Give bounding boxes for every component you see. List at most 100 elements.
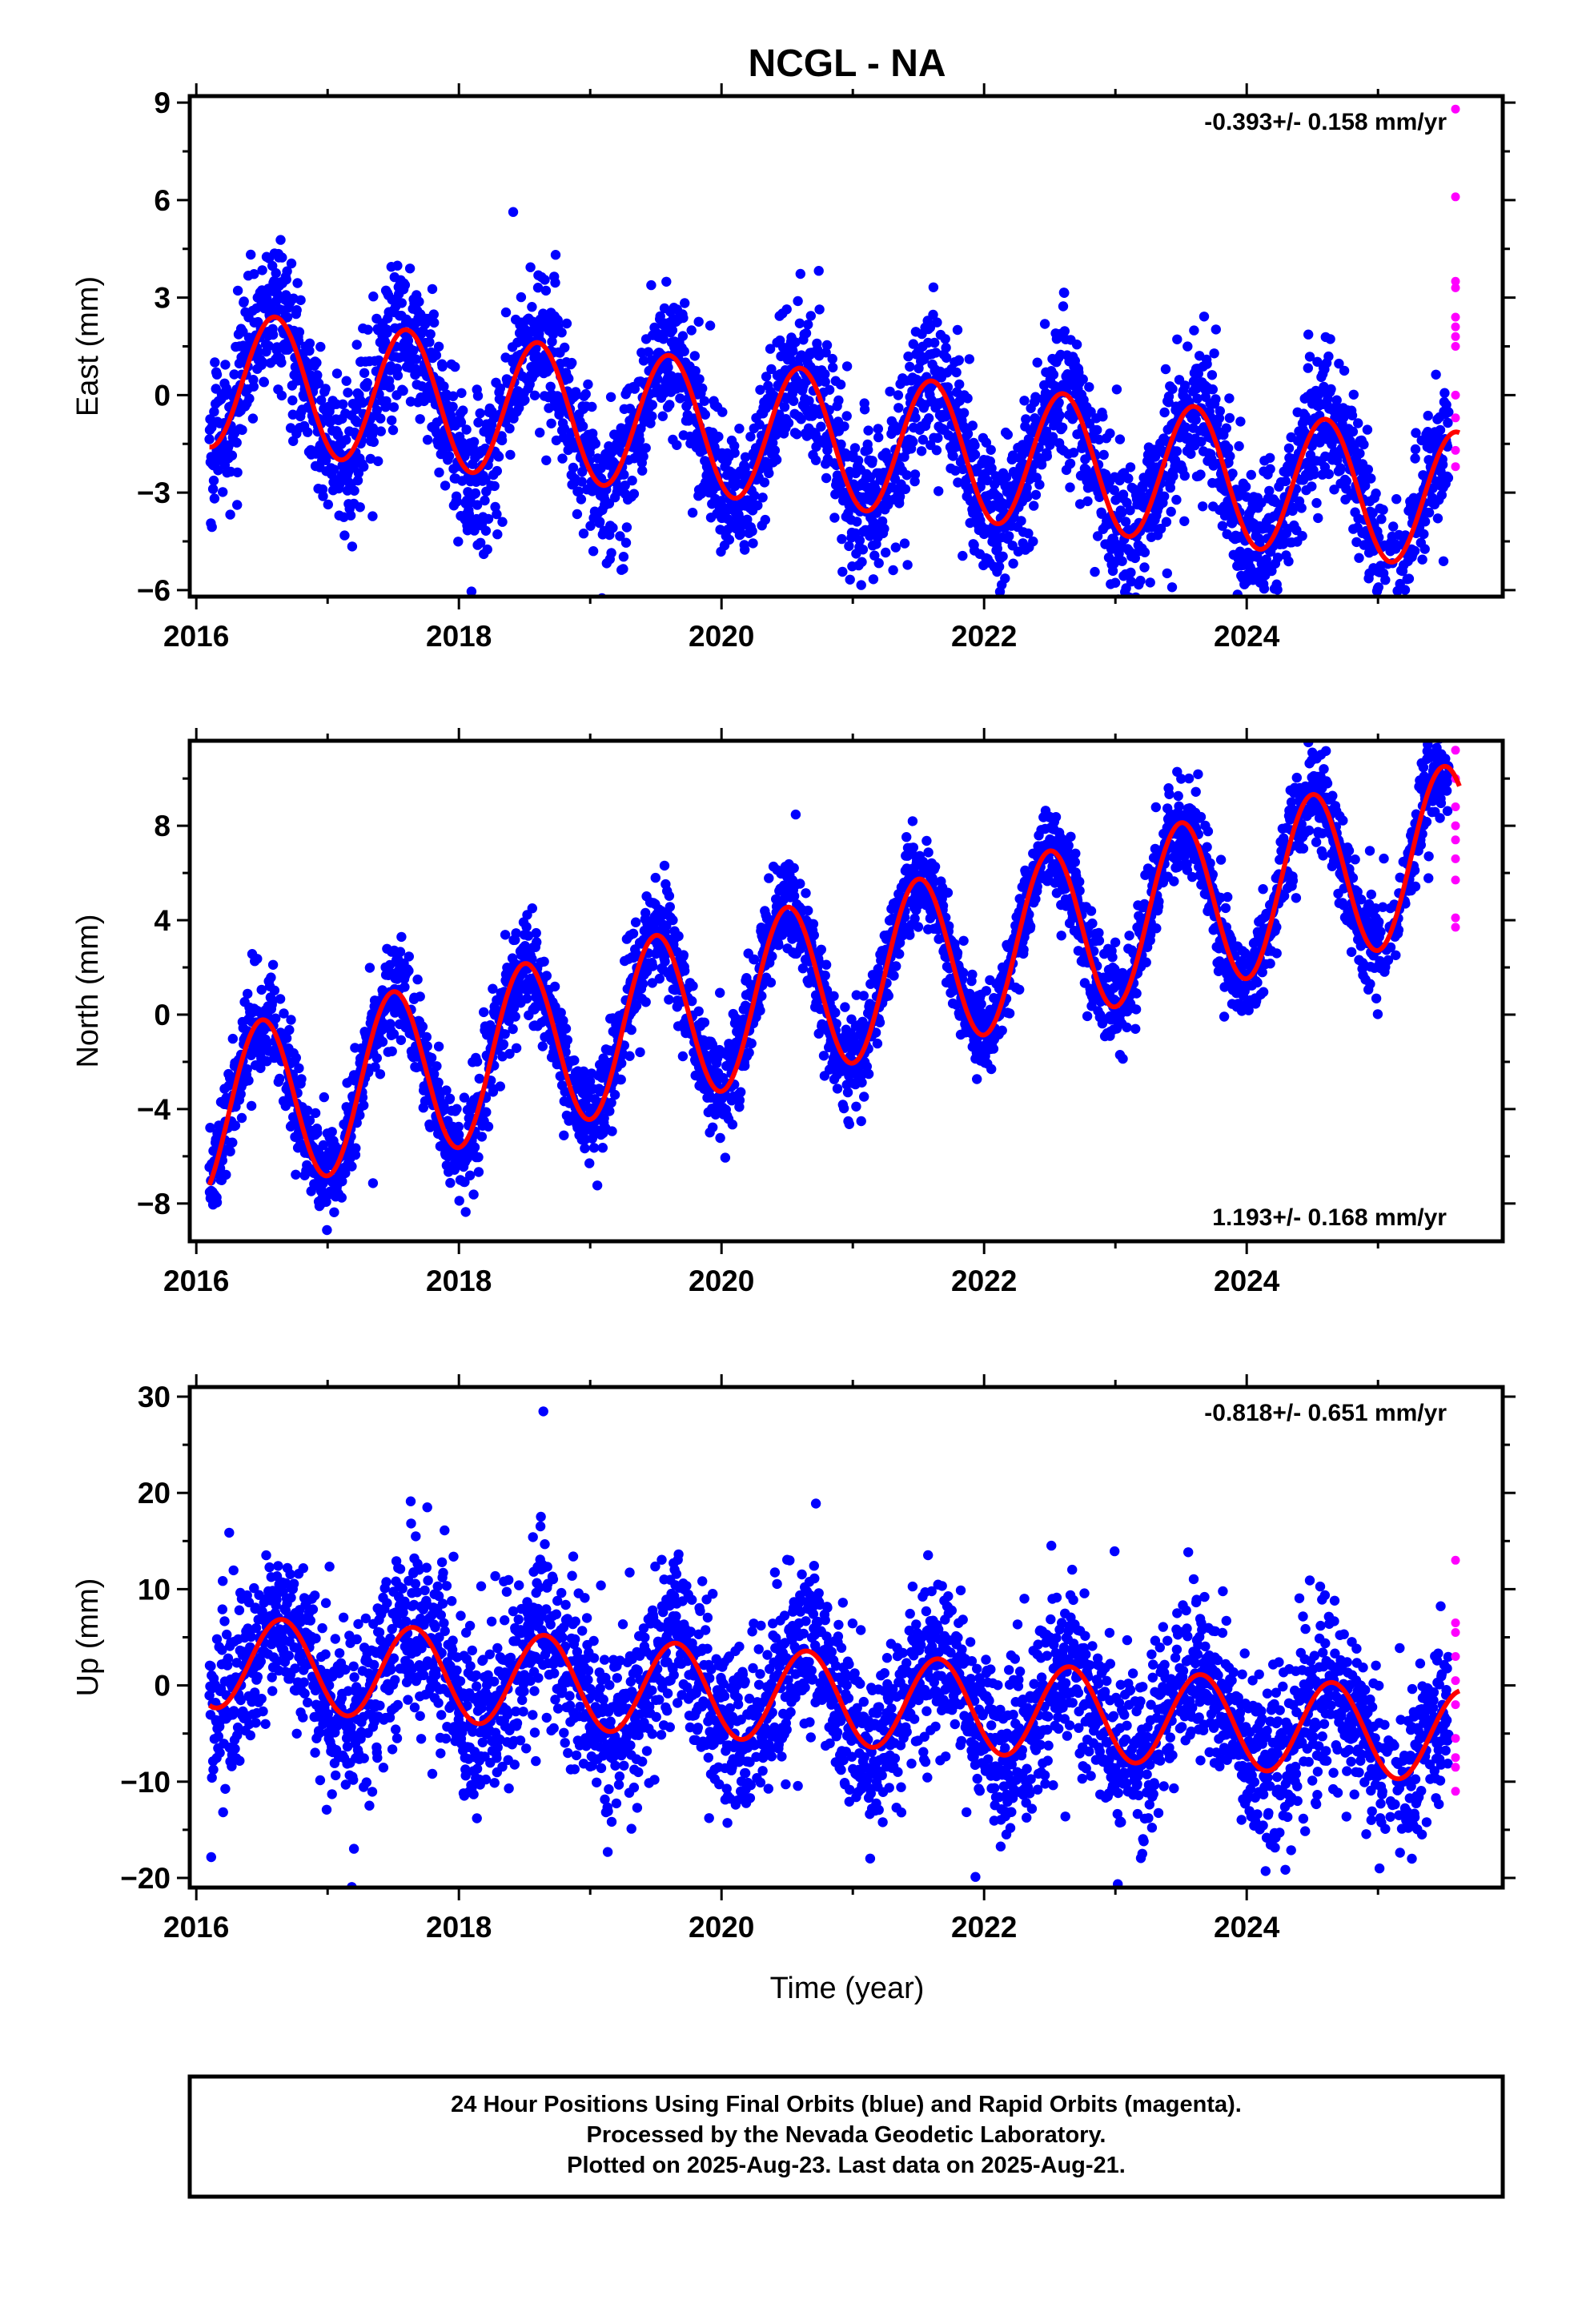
east-final-point [930,348,942,358]
east-final-point [888,565,898,576]
north-final-point [291,1169,301,1180]
east-final-point [804,396,814,406]
east-final-point [745,432,756,442]
east-final-point [783,418,794,428]
east-final-point [564,373,574,384]
east-y-tick-label: −3 [137,476,171,509]
north-final-point [211,1197,223,1208]
east-final-point [232,467,243,478]
east-final-point [909,469,921,480]
east-final-point [1435,424,1446,436]
east-final-point [859,404,870,415]
east-final-point [1171,494,1182,505]
east-final-point [504,423,515,434]
east-final-point [492,465,502,476]
east-final-point [1192,393,1203,404]
east-final-point [867,456,877,466]
east-final-point [1123,615,1133,625]
east-final-point [1410,453,1420,464]
east-final-point [303,427,313,437]
east-final-point [857,557,867,567]
east-final-point [1323,468,1335,480]
east-final-point [345,510,356,521]
east-final-point [1090,566,1100,577]
north-final-point [626,1024,636,1035]
east-final-point [621,522,632,533]
east-final-point [263,340,274,352]
east-final-point [646,279,656,291]
east-final-point [452,497,463,507]
east-final-point [293,336,304,346]
east-final-point [239,296,249,307]
east-final-point [1021,414,1031,424]
east-final-point [899,538,910,549]
east-final-point [894,491,905,502]
north-final-point [395,947,406,957]
east-final-point [1182,341,1193,352]
north-final-point [680,966,690,976]
east-final-point [535,428,545,438]
east-final-point [699,396,710,406]
east-final-point [925,322,936,333]
east-final-point [580,388,591,400]
north-final-point [433,1041,444,1052]
east-final-point [495,383,505,394]
east-final-point [1438,556,1449,566]
east-final-point [1128,600,1138,609]
east-final-point [1258,599,1267,609]
east-final-point [1215,406,1226,416]
north-final-point [693,1006,704,1017]
north-final-point [559,1130,569,1141]
east-final-point [814,304,825,315]
east-final-point [724,534,735,545]
east-final-point [1331,395,1342,405]
east-final-point [873,432,884,443]
east-final-point [500,307,512,318]
east-final-point [1155,524,1166,534]
north-final-point [473,1152,484,1163]
east-final-point [367,423,379,433]
north-final-point [396,931,407,943]
north-final-point [560,1023,572,1034]
east-final-point [1092,424,1102,436]
east-final-point [1082,496,1093,507]
north-final-point [673,931,684,942]
east-final-point [1265,452,1275,463]
east-final-point [792,429,802,440]
east-final-point [749,490,760,501]
north-final-point [286,1015,296,1025]
east-final-point [1259,583,1270,594]
east-final-point [740,545,750,555]
east-final-point [532,283,544,293]
east-y-axis-label: East (mm) [71,276,105,416]
east-final-point [1117,508,1127,518]
east-final-point [1004,531,1014,541]
east-final-point [1092,531,1103,541]
east-final-point [381,396,391,407]
east-final-point [1353,418,1363,428]
east-final-point [647,411,657,421]
north-final-point [375,1069,386,1080]
east-final-point [387,415,397,426]
east-final-point [1417,554,1427,565]
east-final-point [282,266,292,276]
east-final-point [210,357,220,368]
east-final-point [1303,363,1314,373]
east-final-point [1309,469,1319,480]
east-final-point [1111,384,1122,395]
east-final-point [1172,334,1182,344]
east-final-point [339,530,350,541]
east-final-point [527,302,537,312]
east-final-point [1161,517,1172,527]
east-final-point [634,435,645,445]
east-final-point [211,369,223,380]
east-final-point [1419,544,1430,554]
east-final-point [890,542,901,553]
east-final-point [541,455,552,465]
east-final-point [1193,368,1204,379]
north-final-point [319,1092,329,1103]
north-final-point [592,1180,603,1191]
east-final-point [1217,521,1228,531]
east-final-point [1297,531,1307,541]
east-y-tick-label: 3 [154,282,171,315]
